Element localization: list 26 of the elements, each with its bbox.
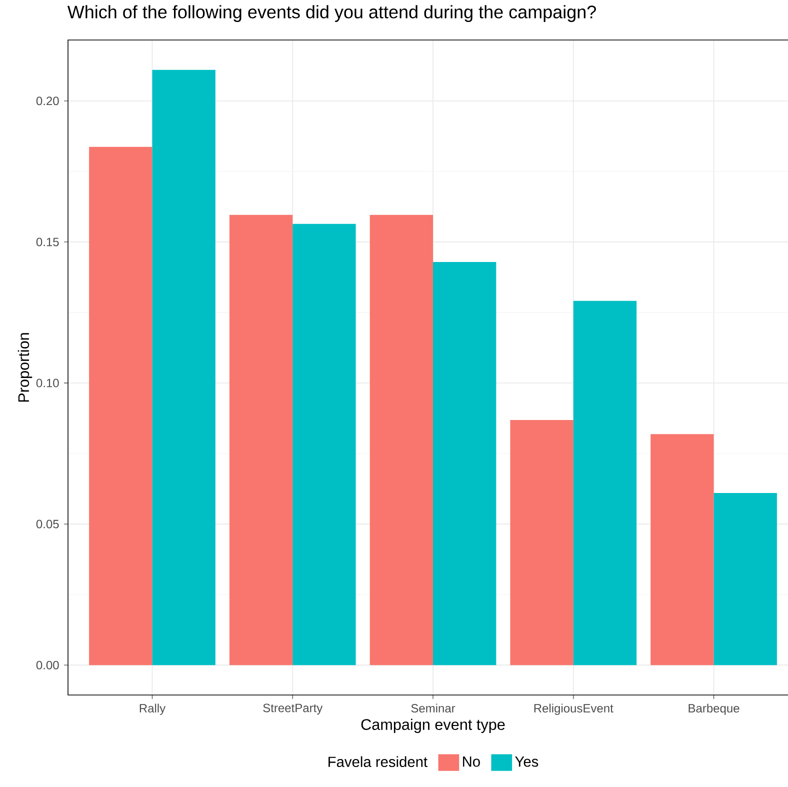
bar — [650, 434, 714, 666]
bar — [370, 214, 434, 666]
bar — [152, 70, 216, 666]
x-tick-label: ReligiousEvent — [534, 704, 614, 715]
y-tick-label: 0.20 — [36, 96, 59, 106]
y-tick-label: 0.00 — [36, 660, 59, 670]
y-tick-label: 0.05 — [36, 520, 59, 528]
x-tick-label: Rally — [140, 704, 166, 715]
bar — [573, 300, 637, 666]
legend-label: Yes — [515, 756, 538, 767]
bar — [714, 493, 777, 666]
x-tick-label: StreetParty — [263, 704, 323, 715]
chart-title: Which of the following events did you attend during the campaign? — [67, 5, 596, 22]
x-tick-label: Seminar — [411, 704, 456, 713]
y-axis-title: Proportion — [18, 333, 32, 402]
x-axis-title: Campaign event type — [361, 718, 505, 733]
bar — [89, 146, 152, 666]
y-tick-label: 0.10 — [36, 378, 59, 388]
x-tick-label: Barbeque — [688, 704, 740, 715]
legend-title: Favela resident — [328, 756, 428, 768]
bar — [433, 262, 496, 666]
bar — [292, 224, 356, 666]
bar — [510, 420, 574, 666]
bar — [229, 214, 293, 666]
y-tick-label: 0.15 — [36, 238, 59, 246]
legend-label: No — [463, 756, 480, 767]
